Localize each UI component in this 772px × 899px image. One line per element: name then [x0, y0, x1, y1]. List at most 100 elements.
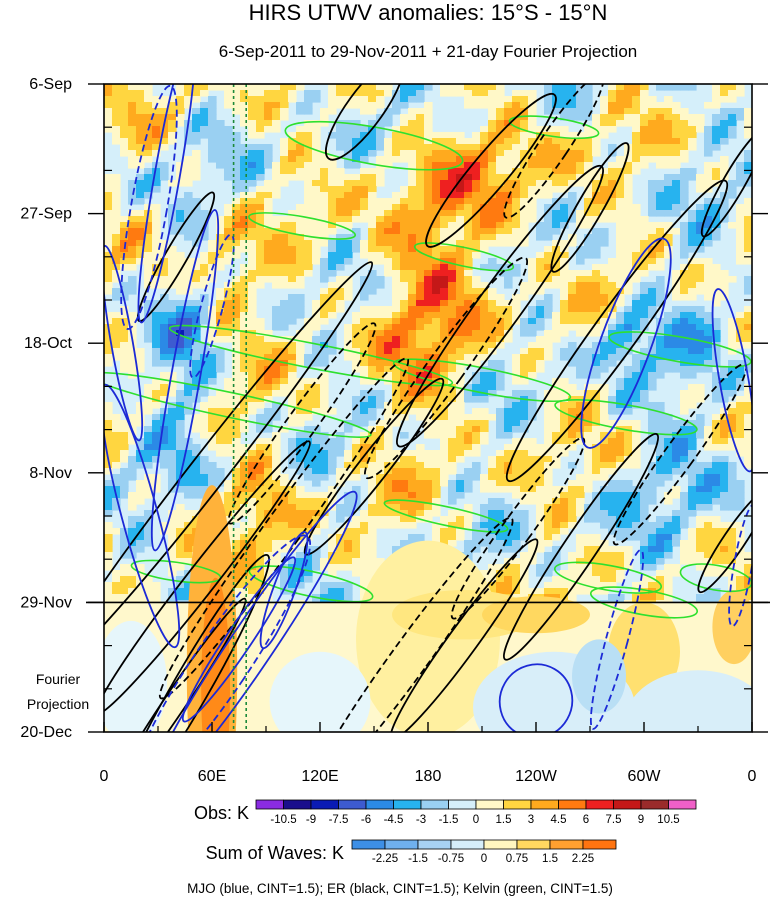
- obs-cell: [680, 342, 689, 349]
- obs-cell: [744, 306, 752, 313]
- obs-cell: [352, 408, 361, 415]
- obs-cell: [232, 186, 241, 193]
- obs-cell: [720, 216, 729, 223]
- obs-cell: [520, 102, 529, 109]
- obs-cell: [624, 384, 633, 391]
- obs-cell: [552, 444, 561, 451]
- obs-cell: [264, 438, 273, 445]
- obs-cell: [584, 252, 593, 259]
- obs-cell: [632, 528, 641, 535]
- obs-cell: [592, 498, 601, 505]
- obs-cell: [240, 240, 249, 247]
- obs-cell: [568, 348, 577, 355]
- obs-cell: [432, 486, 441, 493]
- obs-cell: [424, 396, 433, 403]
- obs-cell: [248, 258, 257, 265]
- obs-cell: [352, 474, 361, 481]
- obs-cell: [584, 84, 593, 91]
- obs-cell: [400, 246, 409, 253]
- obs-cell: [384, 486, 393, 493]
- obs-cell: [296, 126, 305, 133]
- obs-cell: [248, 270, 257, 277]
- obs-cell: [600, 516, 609, 523]
- obs-cell: [232, 222, 241, 229]
- obs-cell: [344, 162, 353, 169]
- obs-cell: [664, 222, 673, 229]
- obs-cell: [712, 552, 721, 559]
- obs-cell: [624, 228, 633, 235]
- obs-cell: [464, 300, 473, 307]
- obs-cell: [456, 216, 465, 223]
- obs-cell: [216, 300, 225, 307]
- obs-cell: [560, 330, 569, 337]
- obs-cell: [256, 114, 265, 121]
- obs-cell: [608, 492, 617, 499]
- obs-cell: [232, 180, 241, 187]
- obs-cell: [368, 390, 377, 397]
- obs-cell: [104, 462, 113, 469]
- obs-cell: [280, 372, 289, 379]
- obs-cell: [712, 330, 721, 337]
- obs-cell: [656, 84, 665, 91]
- obs-cell: [560, 138, 569, 145]
- obs-cell: [256, 144, 265, 151]
- obs-cell: [120, 330, 129, 337]
- obs-cell: [448, 90, 457, 97]
- obs-cell: [672, 138, 681, 145]
- obs-cell: [360, 330, 369, 337]
- obs-cell: [184, 450, 193, 457]
- obs-cell: [584, 114, 593, 121]
- obs-cell: [248, 222, 257, 229]
- obs-cell: [600, 210, 609, 217]
- obs-cell: [144, 390, 153, 397]
- obs-cell: [136, 222, 145, 229]
- obs-cell: [296, 498, 305, 505]
- obs-cell: [504, 402, 513, 409]
- obs-cell: [680, 192, 689, 199]
- obs-cell: [384, 228, 393, 235]
- obs-cell: [264, 96, 273, 103]
- obs-cell: [744, 408, 752, 415]
- obs-cell: [456, 444, 465, 451]
- obs-cell: [200, 432, 209, 439]
- obs-cell: [480, 102, 489, 109]
- obs-cell: [232, 378, 241, 385]
- obs-cell: [552, 156, 561, 163]
- obs-cell: [592, 354, 601, 361]
- obs-cell: [264, 204, 273, 211]
- obs-cell: [488, 486, 497, 493]
- obs-cell: [120, 258, 129, 265]
- obs-cell: [168, 372, 177, 379]
- obs-cell: [544, 144, 553, 151]
- obs-cell: [688, 306, 697, 313]
- obs-cell: [464, 156, 473, 163]
- obs-cell: [176, 180, 185, 187]
- obs-cell: [144, 192, 153, 199]
- obs-cell: [592, 276, 601, 283]
- obs-cell: [664, 420, 673, 427]
- obs-cell: [264, 336, 273, 343]
- obs-cell: [544, 474, 553, 481]
- obs-cell: [728, 420, 737, 427]
- obs-cell: [528, 306, 537, 313]
- obs-cell: [424, 198, 433, 205]
- obs-cell: [152, 432, 161, 439]
- obs-cell: [136, 348, 145, 355]
- obs-cell: [184, 540, 193, 547]
- obs-cell: [208, 480, 217, 487]
- obs-cell: [288, 360, 297, 367]
- obs-cell: [224, 504, 233, 511]
- obs-cell: [112, 480, 121, 487]
- obs-cell: [512, 474, 521, 481]
- obs-cell: [240, 174, 249, 181]
- obs-cell: [640, 540, 649, 547]
- obs-cell: [352, 192, 361, 199]
- obs-cell: [160, 522, 169, 529]
- obs-cell: [536, 468, 545, 475]
- obs-cell: [416, 138, 425, 145]
- obs-cell: [384, 84, 393, 91]
- obs-cell: [616, 180, 625, 187]
- obs-cell: [256, 492, 265, 499]
- obs-cell: [400, 258, 409, 265]
- obs-cell: [312, 312, 321, 319]
